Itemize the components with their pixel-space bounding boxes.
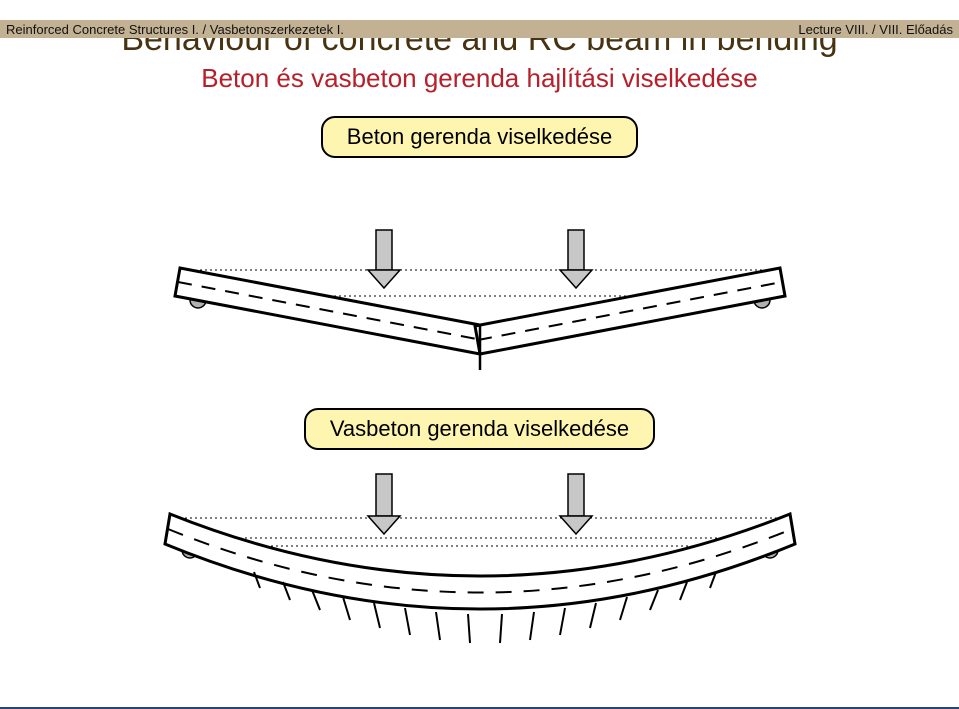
section2-label: Vasbeton gerenda viselkedése (304, 408, 655, 450)
header-right: Lecture VIII. / VIII. Előadás (798, 22, 953, 37)
page-subtitle: Beton és vasbeton gerenda hajlítási vise… (0, 63, 959, 94)
rc-beam-diagram (0, 460, 959, 700)
header-bar: Reinforced Concrete Structures I. / Vasb… (0, 20, 959, 38)
header-left: Reinforced Concrete Structures I. / Vasb… (6, 22, 344, 37)
concrete-beam-diagram (0, 220, 959, 390)
section1-label: Beton gerenda viselkedése (321, 116, 638, 158)
